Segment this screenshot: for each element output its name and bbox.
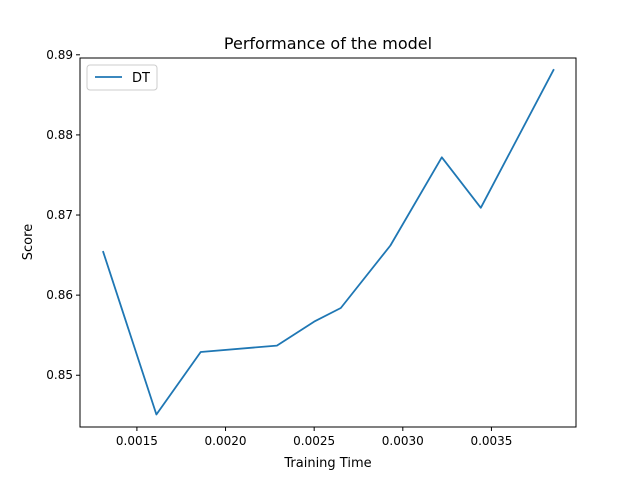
x-axis: 0.0015 0.0020 0.0025 0.0030 0.0035: [116, 427, 512, 448]
y-tick-label: 0.87: [46, 208, 73, 222]
x-tick-label: 0.0025: [293, 434, 335, 448]
y-tick-label: 0.89: [46, 48, 73, 62]
legend-entry-dt: DT: [132, 71, 150, 86]
legend: DT: [86, 64, 158, 91]
x-tick-label: 0.0020: [205, 434, 247, 448]
y-axis: 0.85 0.86 0.87 0.88 0.89: [46, 48, 80, 382]
chart-title: Performance of the model: [224, 34, 432, 53]
series-layer: [102, 68, 555, 416]
plot-area: [79, 57, 577, 428]
y-tick-label: 0.88: [46, 128, 73, 142]
y-tick-label: 0.85: [46, 368, 73, 382]
x-tick-label: 0.0015: [116, 434, 158, 448]
axes-background: [80, 58, 576, 427]
axes-frame: [79, 57, 577, 428]
y-tick-label: 0.86: [46, 288, 73, 302]
x-tick-label: 0.0035: [470, 434, 512, 448]
x-tick-label: 0.0030: [382, 434, 424, 448]
x-axis-label: Training Time: [283, 456, 371, 471]
series-line-dt: [102, 68, 555, 416]
y-axis-label: Score: [21, 224, 36, 260]
